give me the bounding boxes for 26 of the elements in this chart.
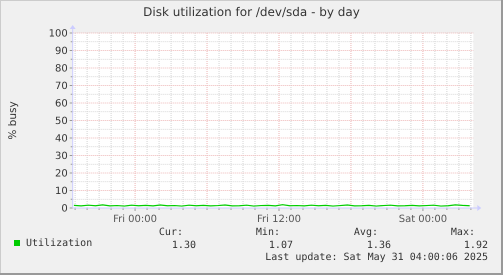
text: Min:	[256, 227, 280, 238]
chart-title: Disk utilization for /dev/sda - by day	[143, 5, 360, 19]
y-tick-label: 0	[61, 204, 68, 214]
y-tick-label: 40	[54, 134, 68, 144]
text: Last update: Sat May 31 04:00:06 2025	[265, 252, 488, 263]
y-tick-label: 80	[54, 64, 68, 74]
y-tick-label: 10	[54, 186, 68, 197]
text: 1.36	[366, 240, 391, 251]
text: 1.92	[464, 240, 488, 251]
text: Avg:	[354, 227, 378, 238]
text: Cur:	[158, 227, 183, 238]
y-tick-label: 100	[48, 28, 68, 40]
x-tick-label: Sat 00:00	[398, 214, 448, 225]
y-tick-label: 20	[54, 168, 68, 180]
x-tick-label: Fri 00:00	[113, 214, 158, 225]
y-tick-label: 50	[54, 116, 68, 127]
y-tick-label: 30	[54, 151, 68, 162]
y-axis-title: % busy	[7, 101, 19, 140]
text: 1.30	[172, 240, 196, 251]
y-tick-label: 60	[54, 98, 68, 110]
y-tick-label: 70	[54, 81, 68, 92]
y-tick-label: 90	[54, 46, 68, 57]
x-tick-label: Fri 12:00	[257, 214, 301, 225]
text: Max:	[450, 227, 475, 238]
text: 1.07	[268, 240, 293, 251]
legend-label: Utilization	[26, 238, 92, 249]
